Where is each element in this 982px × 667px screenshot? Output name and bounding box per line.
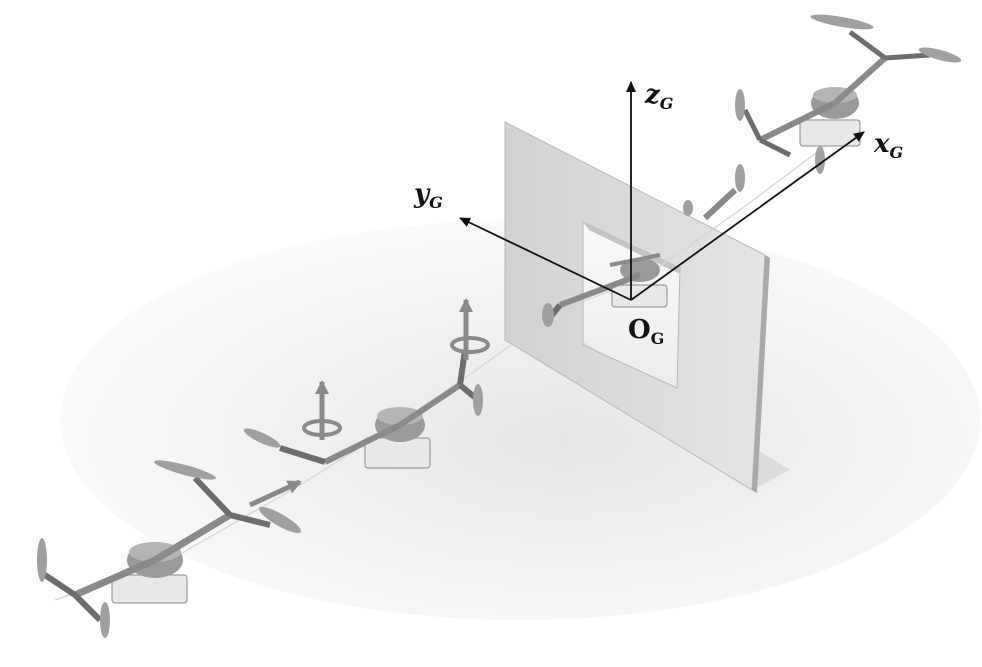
drone-3 bbox=[542, 253, 668, 327]
drone-4 bbox=[735, 14, 962, 174]
y-axis-arrow bbox=[459, 217, 632, 301]
drone-2-rotation-arrow bbox=[302, 419, 342, 437]
x-axis-label: xG bbox=[873, 129, 903, 162]
drone-1-direction-arrow bbox=[248, 479, 302, 508]
drone-2 bbox=[243, 298, 490, 469]
drone-2-arm-rotation-arrow bbox=[450, 336, 490, 354]
y-axis-label: yG bbox=[413, 179, 443, 212]
drone-3-far-arm bbox=[683, 164, 745, 221]
trajectory-line bbox=[54, 119, 861, 601]
x-axis-arrow bbox=[630, 131, 865, 301]
wall-edge bbox=[752, 255, 770, 493]
drone-1 bbox=[37, 460, 302, 638]
origin-label: OG bbox=[628, 315, 664, 348]
global-frame: zG yG xG OG bbox=[413, 80, 903, 348]
z-axis-label: zG bbox=[644, 80, 673, 113]
